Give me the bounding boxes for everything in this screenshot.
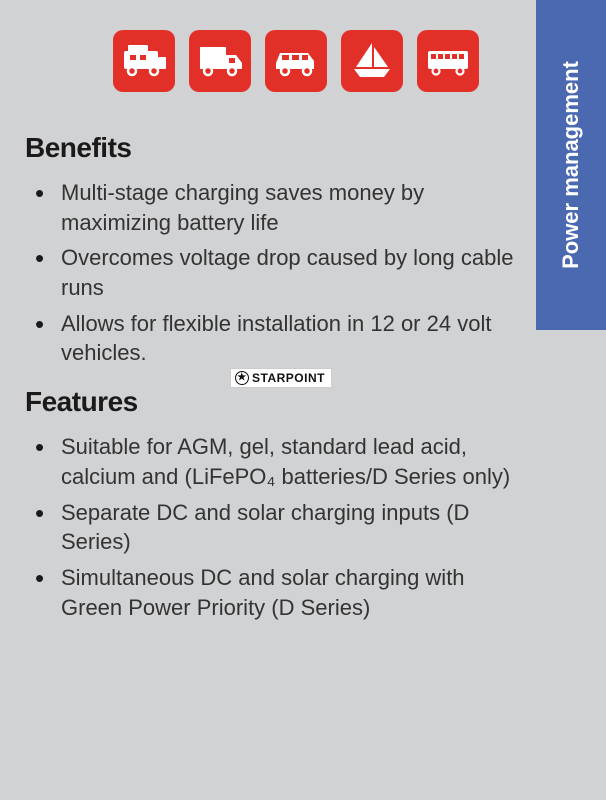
watermark-badge: ★ STARPOINT bbox=[230, 368, 332, 388]
watermark-label: STARPOINT bbox=[252, 371, 325, 385]
content-area: Benefits Multi-stage charging saves mone… bbox=[0, 0, 606, 648]
suv-icon bbox=[265, 30, 327, 92]
features-list: Suitable for AGM, gel, standard lead aci… bbox=[25, 432, 516, 622]
list-item: Simultaneous DC and solar charging with … bbox=[33, 563, 516, 622]
benefits-heading: Benefits bbox=[25, 132, 516, 164]
box-truck-icon bbox=[189, 30, 251, 92]
list-item: Overcomes voltage drop caused by long ca… bbox=[33, 243, 516, 302]
features-heading: Features bbox=[25, 386, 516, 418]
list-item: Suitable for AGM, gel, standard lead aci… bbox=[33, 432, 516, 491]
side-tab: Power management bbox=[536, 0, 606, 330]
bus-icon bbox=[417, 30, 479, 92]
side-tab-label: Power management bbox=[558, 61, 584, 269]
star-icon: ★ bbox=[235, 371, 249, 385]
benefits-list: Multi-stage charging saves money by maxi… bbox=[25, 178, 516, 368]
list-item: Multi-stage charging saves money by maxi… bbox=[33, 178, 516, 237]
sailboat-icon bbox=[341, 30, 403, 92]
list-item: Allows for flexible installation in 12 o… bbox=[33, 309, 516, 368]
list-item: Separate DC and solar charging inputs (D… bbox=[33, 498, 516, 557]
rv-icon bbox=[113, 30, 175, 92]
vehicle-icon-row bbox=[25, 30, 516, 92]
